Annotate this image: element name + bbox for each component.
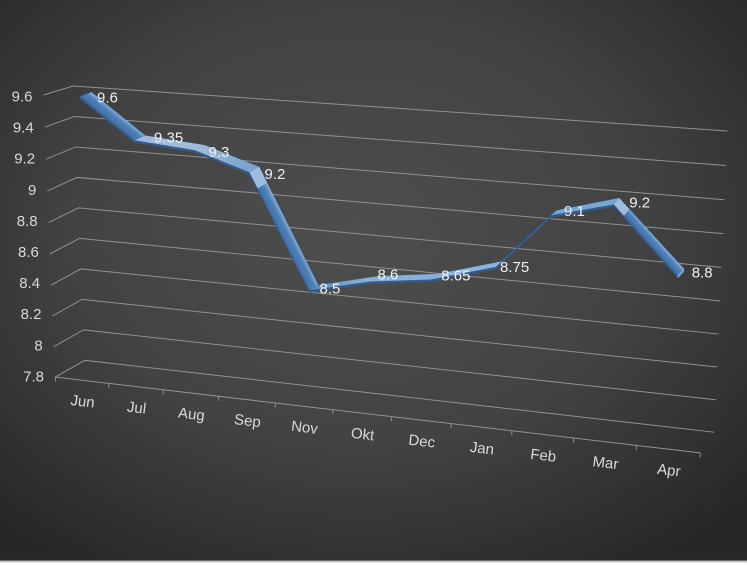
svg-text:Okt: Okt [350, 425, 376, 445]
svg-text:9.6: 9.6 [12, 89, 33, 106]
svg-text:Aug: Aug [177, 405, 206, 425]
svg-text:9.35: 9.35 [154, 130, 183, 147]
svg-text:8.75: 8.75 [500, 259, 529, 276]
svg-text:Jul: Jul [126, 399, 147, 418]
svg-text:Mar: Mar [592, 453, 620, 473]
svg-text:9: 9 [28, 182, 36, 199]
svg-text:9.6: 9.6 [97, 90, 118, 107]
svg-text:Jun: Jun [70, 392, 96, 412]
svg-text:7.8: 7.8 [23, 368, 44, 385]
svg-text:8.6: 8.6 [18, 244, 39, 261]
svg-text:9.2: 9.2 [14, 151, 35, 168]
svg-text:Nov: Nov [290, 418, 319, 438]
svg-text:Feb: Feb [529, 446, 557, 466]
svg-text:8.8: 8.8 [692, 265, 713, 282]
svg-text:8.8: 8.8 [17, 213, 38, 230]
svg-text:Jan: Jan [469, 439, 495, 459]
svg-text:8.65: 8.65 [441, 268, 470, 285]
svg-text:Sep: Sep [233, 411, 262, 431]
svg-text:9.2: 9.2 [629, 195, 650, 212]
svg-text:Dec: Dec [408, 432, 437, 452]
svg-text:8.2: 8.2 [21, 306, 42, 323]
svg-text:8.6: 8.6 [378, 267, 399, 284]
svg-text:9.4: 9.4 [13, 120, 34, 137]
svg-text:Apr: Apr [656, 461, 681, 481]
svg-text:8.4: 8.4 [19, 275, 40, 292]
svg-text:9.3: 9.3 [209, 144, 230, 161]
svg-text:9.2: 9.2 [265, 166, 286, 183]
svg-text:8.5: 8.5 [320, 281, 341, 298]
svg-text:8: 8 [34, 337, 42, 354]
svg-text:9.1: 9.1 [564, 203, 585, 220]
